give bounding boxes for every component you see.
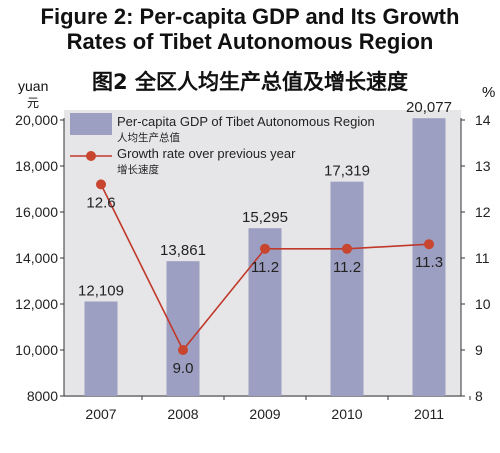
bar-2010 (330, 181, 364, 396)
x-tick-label: 2008 (167, 406, 198, 422)
bar-2009 (248, 228, 282, 396)
right-tick-label: 13 (475, 158, 491, 174)
left-tick-label: 20,000 (15, 112, 58, 128)
legend-bar-label: Per-capita GDP of Tibet Autonomous Regio… (117, 114, 375, 129)
legend-bar-label-cn: 人均生产总值 (117, 131, 180, 144)
chart-title-line-1: Figure 2: Per-capita GDP and Its Growth (40, 4, 460, 29)
left-tick-label: 12,000 (15, 296, 58, 312)
left-tick-label: 18,000 (15, 158, 58, 174)
legend-line-marker (86, 151, 96, 161)
growth-point-2007 (96, 179, 106, 190)
right-tick-label: 8 (475, 388, 483, 404)
left-tick-label: 14,000 (15, 250, 58, 266)
left-tick-label: 10,000 (15, 342, 58, 358)
right-tick-label: 10 (475, 296, 491, 312)
right-axis-unit: % (482, 84, 496, 101)
left-axis-unit-cn: 元 (27, 96, 40, 110)
x-tick-label: 2009 (249, 406, 280, 422)
chart-title: Figure 2: Per-capita GDP and Its Growth … (0, 4, 500, 54)
chart-title-line-2: Rates of Tibet Autonomous Region (66, 29, 434, 54)
growth-value-label: 9.0 (173, 360, 194, 377)
bar-value-label: 20,077 (406, 99, 452, 116)
right-tick-label: 9 (475, 342, 483, 358)
bar-2007 (84, 301, 118, 396)
right-tick-label: 14 (475, 112, 491, 128)
chart-subtitle-cn: 图2 全区人均生产总值及增长速度 (92, 70, 408, 94)
x-tick-label: 2007 (85, 406, 116, 422)
bar-value-label: 13,861 (160, 242, 206, 259)
growth-value-label: 12.6 (86, 194, 115, 211)
left-tick-label: 16,000 (15, 204, 58, 220)
left-tick-label: 8000 (27, 388, 58, 404)
growth-point-2009 (260, 243, 270, 254)
growth-point-2008 (178, 345, 188, 355)
growth-value-label: 11.2 (333, 259, 361, 276)
growth-point-2011 (424, 239, 434, 250)
legend-line-label: Growth rate over previous year (117, 146, 296, 161)
right-tick-label: 11 (475, 250, 490, 266)
bar-2011 (412, 118, 446, 396)
growth-value-label: 11.2 (251, 259, 279, 276)
bar-value-label: 12,109 (78, 282, 124, 299)
bar-value-label: 17,319 (324, 163, 370, 180)
x-tick-label: 2011 (414, 406, 444, 422)
bar-value-label: 15,295 (242, 209, 288, 226)
legend-line-label-cn: 增长速度 (117, 163, 159, 176)
growth-value-label: 11.3 (415, 254, 443, 271)
right-tick-label: 12 (475, 204, 491, 220)
legend-bar-swatch (70, 113, 112, 135)
left-axis-unit-en: yuan (18, 78, 49, 94)
growth-point-2010 (342, 243, 352, 254)
x-tick-label: 2010 (331, 406, 362, 422)
